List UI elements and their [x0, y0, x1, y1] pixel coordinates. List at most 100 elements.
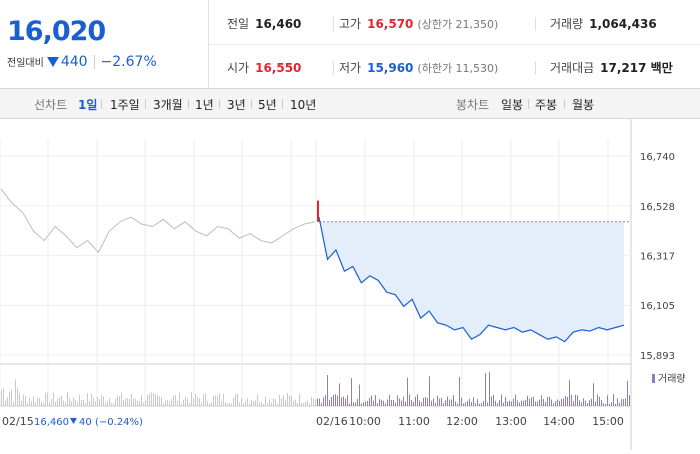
volume-bar-prev — [283, 395, 284, 406]
volume-bar-prev — [207, 400, 208, 406]
volume-bar-prev — [25, 396, 26, 406]
volume-bar — [565, 396, 566, 406]
volume-bar-prev — [115, 399, 116, 406]
volume-bar-prev — [229, 403, 230, 406]
volume-bar-prev — [199, 398, 200, 406]
volume-bar — [447, 396, 448, 406]
volume-bar-prev — [233, 397, 234, 406]
volume-bar — [507, 401, 508, 406]
volume-bar — [345, 398, 346, 406]
stat-volume: 거래량 1,064,436 — [550, 15, 657, 32]
tab-weekly[interactable]: 주봉 — [535, 98, 558, 112]
price-box: 16,020 전일대비 440 −2.67% — [0, 0, 209, 88]
volume-bar — [459, 377, 460, 406]
volume-bar — [623, 399, 624, 406]
tab-1w[interactable]: 1주일 — [110, 98, 140, 112]
stat-value: 16,550 — [255, 61, 302, 75]
chart-tab-bar: 선차트 1일 1주일 3개월 1년 3년 5년 10년 봉차트 일봉 주봉 월봉 — [0, 89, 700, 119]
volume-bar — [359, 384, 360, 406]
volume-bar — [545, 401, 546, 406]
tab-3y[interactable]: 3년 — [227, 98, 246, 112]
prev-day-change: 40 — [79, 417, 92, 428]
volume-bar — [533, 396, 534, 406]
volume-bar — [497, 403, 498, 406]
volume-bar — [369, 398, 370, 406]
volume-bar — [355, 402, 356, 406]
volume-bar-prev — [253, 401, 254, 406]
tab-monthly[interactable]: 월봉 — [572, 98, 595, 112]
volume-bar — [505, 396, 506, 406]
volume-bar — [415, 396, 416, 406]
volume-bar — [597, 394, 598, 406]
volume-bar — [517, 400, 518, 406]
volume-bar — [539, 399, 540, 406]
volume-bar-prev — [159, 396, 160, 406]
divider — [564, 99, 565, 109]
volume-bar — [383, 400, 384, 406]
volume-bar-prev — [33, 395, 34, 406]
stat-value: 16,460 — [255, 17, 302, 31]
volume-bar-prev — [241, 398, 242, 406]
line-chart-label: 선차트 — [34, 98, 68, 112]
volume-bar — [401, 400, 402, 406]
volume-bar-prev — [77, 402, 78, 406]
tab-1d[interactable]: 1일 — [78, 98, 98, 112]
volume-bar — [407, 377, 408, 406]
volume-bar — [617, 398, 618, 406]
volume-bar — [473, 397, 474, 406]
volume-bar — [481, 403, 482, 406]
volume-bar-prev — [237, 393, 238, 406]
volume-bar — [397, 395, 398, 406]
volume-bar-prev — [227, 403, 228, 406]
volume-bar-prev — [181, 403, 182, 406]
current-price: 16,020 — [7, 16, 106, 47]
volume-bar — [323, 397, 324, 406]
volume-bar-prev — [73, 397, 74, 406]
volume-bar — [419, 400, 420, 406]
volume-bar-prev — [293, 400, 294, 406]
volume-bar-prev — [149, 393, 150, 406]
volume-bar-prev — [271, 402, 272, 406]
volume-bar-prev — [311, 396, 312, 406]
volume-bar-prev — [107, 401, 108, 406]
volume-bar-prev — [201, 402, 202, 406]
tab-10y[interactable]: 10년 — [290, 98, 317, 112]
volume-bar-prev — [51, 398, 52, 406]
volume-bar — [441, 397, 442, 406]
price-chart-svg: 16,740 16,528 16,317 16,105 15,893 거래량 02/16 10… — [0, 119, 700, 450]
volume-bar-prev — [31, 401, 32, 406]
change-percent: −2.67% — [100, 54, 157, 70]
tab-3m[interactable]: 3개월 — [153, 98, 183, 112]
tab-daily[interactable]: 일봉 — [501, 98, 524, 112]
volume-bar-prev — [71, 401, 72, 406]
x-tick-label: 02/16 — [316, 415, 348, 428]
stat-label: 거래량 — [550, 17, 584, 31]
volume-bar — [449, 399, 450, 406]
tab-1y[interactable]: 1년 — [195, 98, 214, 112]
volume-bar — [409, 394, 410, 406]
volume-bar — [587, 403, 588, 406]
volume-bar-prev — [309, 403, 310, 406]
volume-bar-prev — [7, 397, 8, 406]
volume-bar-prev — [49, 402, 50, 406]
volume-bar-prev — [281, 398, 282, 406]
volume-bar-prev — [221, 401, 222, 406]
divider — [101, 99, 102, 109]
tab-5y[interactable]: 5년 — [258, 98, 277, 112]
volume-bar — [377, 403, 378, 406]
change-row: 전일대비 440 −2.67% — [7, 54, 157, 70]
volume-bar-prev — [19, 392, 20, 406]
volume-bar — [613, 394, 614, 406]
volume-bar-prev — [179, 392, 180, 406]
volume-bar-prev — [163, 403, 164, 406]
volume-bar-prev — [191, 392, 192, 406]
volume-bar-prev — [269, 399, 270, 406]
volume-bar — [575, 394, 576, 406]
volume-bar-prev — [171, 399, 172, 406]
volume-bar-prev — [313, 398, 314, 406]
volume-bar — [593, 383, 594, 406]
volume-bar — [627, 380, 628, 406]
volume-bar-prev — [111, 402, 112, 406]
volume-bar — [335, 394, 336, 406]
volume-bar — [489, 371, 490, 406]
